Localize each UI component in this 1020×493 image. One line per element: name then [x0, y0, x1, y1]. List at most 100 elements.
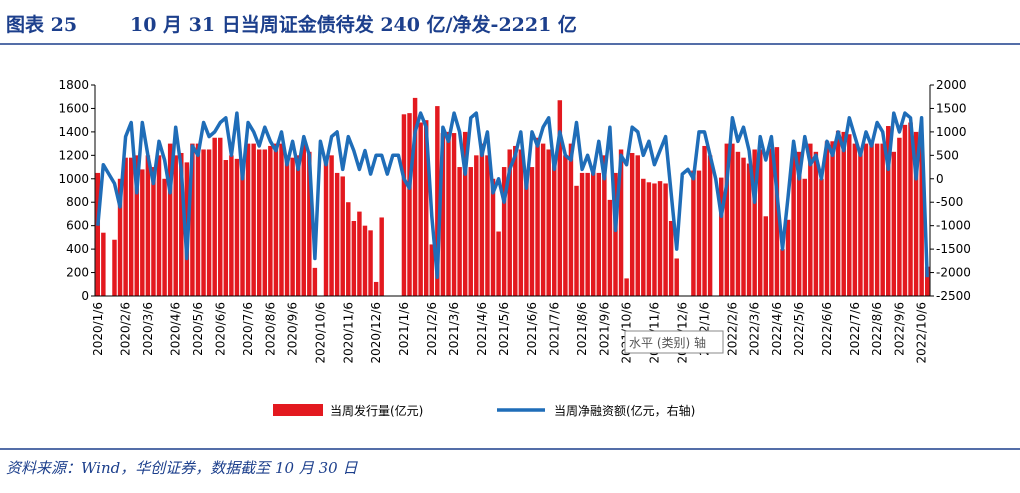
x-tick-label: 2021/1/6 [397, 302, 411, 356]
bar [307, 151, 312, 296]
y2-tick-label: 500 [936, 148, 959, 162]
bar [602, 155, 607, 296]
bar [273, 143, 279, 296]
bar [112, 239, 117, 296]
bar [629, 152, 635, 296]
bar [201, 149, 206, 296]
bar [167, 143, 173, 296]
bar [618, 149, 624, 296]
y-tick-label: 800 [66, 195, 89, 209]
bar [624, 278, 629, 296]
bar [891, 151, 897, 296]
bar [596, 172, 602, 296]
tooltip-box [624, 330, 724, 354]
bar [451, 133, 457, 296]
x-tick-label: 2021/2/6 [425, 302, 439, 356]
bar [412, 97, 418, 297]
bar [223, 160, 229, 296]
bar [796, 151, 802, 296]
bar [435, 106, 440, 296]
y-tick-label: 1200 [58, 148, 89, 162]
bar [162, 178, 167, 296]
x-tick-label: 2021/5/6 [497, 302, 511, 356]
figure-label: 图表 25 [6, 13, 77, 36]
bar [863, 143, 869, 296]
bar [540, 143, 546, 296]
bar [913, 131, 919, 296]
x-tick-label: 2020/12/6 [369, 302, 383, 364]
bar [746, 163, 752, 296]
bar [852, 143, 858, 296]
bar [423, 120, 429, 297]
bar [808, 143, 813, 296]
bar [919, 135, 924, 296]
bar [819, 178, 824, 296]
bar [279, 143, 284, 296]
bar [674, 258, 679, 296]
x-tick-label: 2022/2/6 [725, 302, 739, 356]
bar [134, 155, 139, 296]
y-tick-label: 0 [81, 289, 89, 303]
bar [301, 143, 306, 296]
bar [117, 178, 123, 296]
bar [140, 169, 145, 296]
y2-tick-label: 1000 [936, 125, 967, 139]
bar [101, 232, 106, 296]
bar [474, 155, 479, 296]
bar [741, 157, 746, 296]
bar [574, 185, 579, 296]
bar [813, 151, 819, 296]
x-tick-label: 2021/4/6 [475, 302, 489, 356]
y2-tick-label: -2500 [936, 289, 971, 303]
bar [557, 100, 563, 296]
y2-tick-label: -1000 [936, 219, 971, 233]
bar [908, 122, 913, 296]
y-tick-label: 200 [66, 266, 89, 280]
x-tick-label: 2022/6/6 [820, 302, 834, 356]
x-tick-label: 2020/7/6 [241, 302, 255, 356]
x-tick-label: 2021/6/6 [525, 302, 539, 356]
bar [418, 122, 423, 296]
y2-tick-label: -1500 [936, 242, 971, 256]
bar [529, 167, 535, 296]
bar [652, 183, 657, 296]
y-tick-label: 1000 [58, 172, 89, 186]
bar [262, 149, 268, 296]
bar [780, 249, 785, 296]
y-tick-label: 600 [66, 219, 89, 233]
bar [440, 133, 446, 296]
bar [880, 143, 885, 296]
x-tick-label: 2021/9/6 [597, 302, 611, 356]
bar [668, 220, 674, 296]
bar [663, 183, 668, 296]
x-tick-label: 2022/3/6 [748, 302, 762, 356]
bar [462, 131, 468, 296]
bar [607, 199, 613, 296]
x-tick-label: 2022/10/6 [915, 302, 929, 364]
bar [657, 181, 663, 296]
bar [841, 131, 846, 296]
bar [334, 172, 340, 296]
bar [824, 141, 830, 296]
bar [902, 124, 908, 296]
bar [496, 231, 501, 296]
bar [752, 149, 757, 296]
bar [229, 155, 234, 296]
bar [830, 141, 835, 296]
legend-label: 当周净融资额(亿元，右轴) [554, 403, 695, 418]
y-tick-label: 1800 [58, 78, 89, 92]
y2-tick-label: 2000 [936, 78, 967, 92]
x-tick-label: 2020/6/6 [213, 302, 227, 356]
x-tick-label: 2022/7/6 [848, 302, 862, 356]
legend-swatch [273, 404, 323, 416]
tooltip: 水平 (类别) 轴 [629, 335, 706, 350]
bar [702, 145, 707, 296]
bar [295, 155, 301, 296]
bar [457, 167, 462, 296]
y-tick-label: 400 [66, 242, 89, 256]
bar [329, 155, 334, 296]
bar [585, 172, 590, 296]
bar [362, 225, 368, 296]
x-tick-label: 2020/9/6 [286, 302, 300, 356]
x-tick-label: 2022/4/6 [770, 302, 784, 356]
